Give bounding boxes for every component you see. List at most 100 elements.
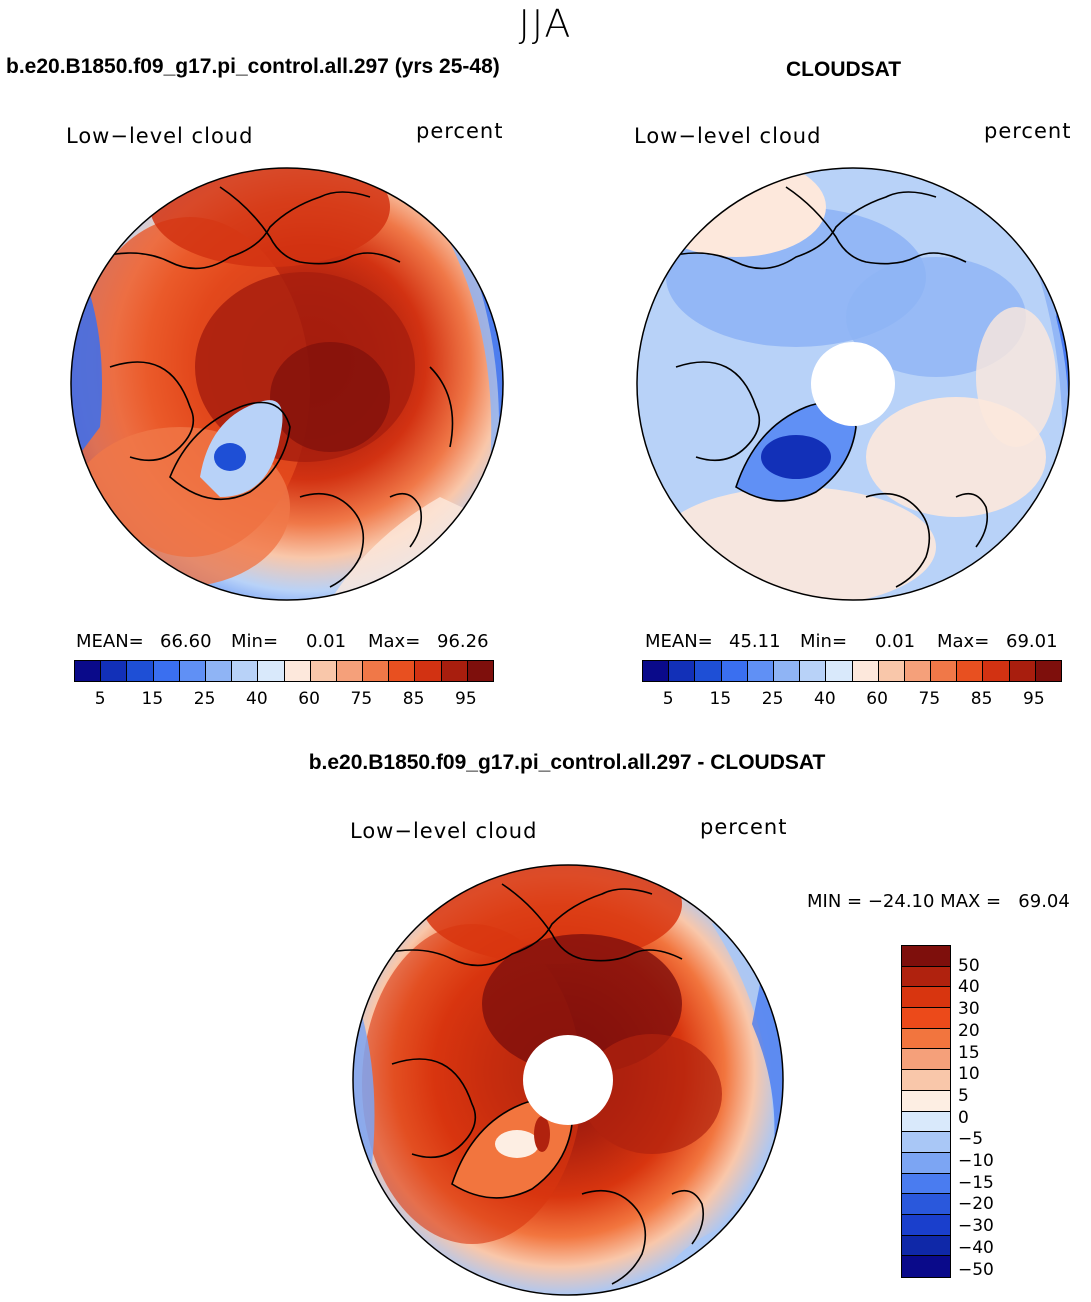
colorbar-swatch [695, 661, 722, 681]
colorbar-tick-label: 15 [958, 1042, 980, 1063]
colorbar-tick-label: 15 [709, 689, 732, 709]
panel2-units-label: percent [984, 119, 1072, 143]
colorbar-swatch [902, 1070, 950, 1091]
panel1-polar-map [70, 167, 504, 601]
panel1-min-label: Min= [231, 631, 279, 652]
panel1-units-label: percent [416, 119, 504, 143]
colorbar-tick-label: 30 [958, 999, 980, 1020]
colorbar-swatch [721, 661, 748, 681]
colorbar-tick-label: −30 [958, 1216, 994, 1237]
colorbar-swatch [931, 661, 958, 681]
panel1-max-value: 96.26 [437, 631, 489, 652]
colorbar-swatch [467, 661, 493, 681]
colorbar-tick-label: 5 [94, 689, 106, 709]
colorbar-swatch [957, 661, 984, 681]
diff-panel-title: b.e20.B1850.f09_g17.pi_control.all.297 -… [308, 751, 826, 774]
colorbar-swatch [902, 1090, 950, 1112]
diff-colorbar [901, 945, 951, 1278]
colorbar-swatch [902, 1049, 950, 1071]
colorbar-swatch [336, 661, 364, 681]
colorbar-swatch [1009, 661, 1036, 681]
colorbar-swatch [773, 661, 801, 681]
diff-polar-map [352, 864, 784, 1296]
colorbar-swatch [232, 661, 259, 681]
colorbar-swatch [902, 1132, 950, 1153]
panel2-max-value: 69.01 [1006, 631, 1058, 652]
panel1-mean-label: MEAN= [76, 631, 144, 652]
panel2-mean-value: 45.11 [729, 631, 781, 652]
colorbar-tick-label: 50 [958, 955, 980, 976]
colorbar-swatch [826, 661, 853, 681]
panel2-min-value: 0.01 [875, 631, 916, 652]
colorbar-swatch [902, 1214, 950, 1236]
panel1-mean-value: 66.60 [160, 631, 212, 652]
colorbar-swatch [284, 661, 311, 681]
colorbar-tick-label: 75 [350, 689, 373, 709]
panel2-variable-label: Low−level cloud [634, 124, 822, 148]
colorbar-swatch [902, 966, 950, 988]
panel2-max-label: Max= [937, 631, 990, 652]
diff-units-label: percent [700, 815, 788, 839]
season-title: JJA [518, 2, 573, 46]
diff-minmax-label: MIN = −24.10 MAX = 69.04 [807, 891, 1070, 912]
colorbar-swatch [983, 661, 1010, 681]
panel1-min-value: 0.01 [306, 631, 347, 652]
colorbar-tick-label: 20 [958, 1020, 980, 1041]
colorbar-swatch [441, 661, 468, 681]
colorbar-tick-label: 40 [958, 977, 980, 998]
colorbar-swatch [153, 661, 180, 681]
colorbar-tick-label: 75 [918, 689, 941, 709]
colorbar-tick-label: −15 [958, 1172, 994, 1193]
colorbar-swatch [363, 661, 390, 681]
colorbar-tick-label: −20 [958, 1194, 994, 1215]
colorbar-tick-label: 95 [1023, 689, 1045, 709]
colorbar-swatch [902, 1256, 950, 1277]
colorbar-swatch [902, 1235, 950, 1257]
colorbar-swatch [127, 661, 154, 681]
colorbar-tick-label: 60 [866, 689, 888, 709]
colorbar-swatch [669, 661, 696, 681]
panel2-title: CLOUDSAT [786, 58, 902, 81]
colorbar-swatch [800, 661, 827, 681]
colorbar-swatch [258, 661, 285, 681]
colorbar-tick-label: −50 [958, 1259, 994, 1280]
colorbar-swatch [878, 661, 905, 681]
colorbar-tick-label: −40 [958, 1237, 994, 1258]
panel2-colorbar [642, 660, 1062, 682]
panel1-title: b.e20.B1850.f09_g17.pi_control.all.297 (… [6, 55, 500, 78]
colorbar-tick-label: −5 [958, 1129, 984, 1150]
diff-colorbar-ticks: 50 40 30 20 15 10 5 0 −5 −10 −15 −20 −30 −40 −50 [958, 945, 1038, 1295]
colorbar-swatch [902, 1152, 950, 1174]
colorbar-swatch [902, 1194, 950, 1215]
colorbar-tick-label: 95 [455, 689, 477, 709]
colorbar-swatch [852, 661, 879, 681]
colorbar-tick-label: 25 [193, 689, 216, 709]
panel2-mean-label: MEAN= [645, 631, 713, 652]
panel2-colorbar-ticks: 5 15 25 40 60 75 85 95 [642, 689, 1062, 711]
colorbar-tick-label: 15 [141, 689, 164, 709]
colorbar-tick-label: 60 [298, 689, 320, 709]
colorbar-swatch [902, 946, 950, 967]
colorbar-swatch [75, 661, 102, 681]
colorbar-swatch [205, 661, 233, 681]
colorbar-swatch [902, 987, 950, 1009]
colorbar-tick-label: −10 [958, 1151, 994, 1171]
colorbar-tick-label: 10 [958, 1064, 980, 1085]
colorbar-tick-label: 5 [958, 1085, 969, 1106]
colorbar-tick-label: 40 [246, 689, 268, 709]
colorbar-swatch [902, 1008, 950, 1029]
colorbar-swatch [1035, 661, 1061, 681]
colorbar-tick-label: 5 [662, 689, 674, 709]
colorbar-tick-label: 85 [970, 689, 993, 709]
panel2-min-label: Min= [800, 631, 848, 652]
colorbar-tick-label: 0 [958, 1107, 969, 1128]
colorbar-swatch [310, 661, 337, 681]
colorbar-swatch [179, 661, 206, 681]
panel1-max-label: Max= [368, 631, 421, 652]
colorbar-swatch [415, 661, 442, 681]
colorbar-swatch [904, 661, 932, 681]
colorbar-swatch [902, 1173, 950, 1195]
colorbar-swatch [902, 1028, 950, 1050]
panel1-variable-label: Low−level cloud [66, 124, 254, 148]
panel1-colorbar [74, 660, 494, 682]
